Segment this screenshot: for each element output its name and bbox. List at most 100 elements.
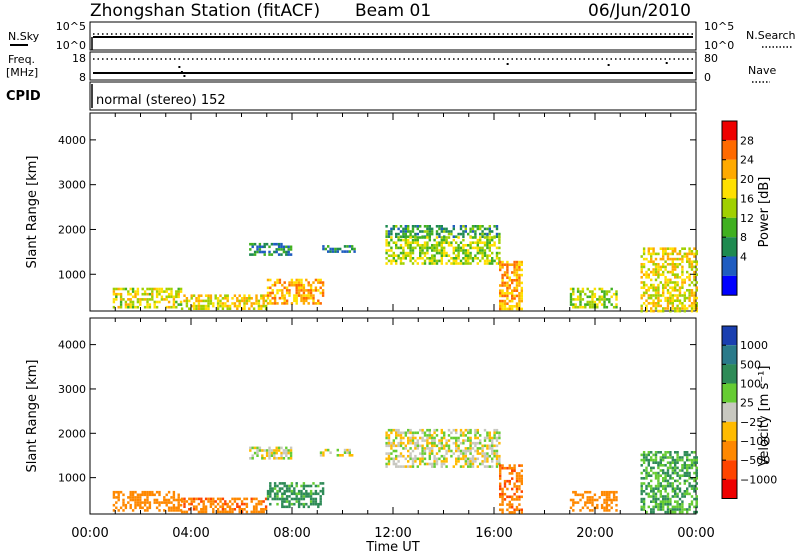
power-cell-9 [659, 294, 662, 297]
power-cell-6 [387, 259, 391, 263]
velocity-cell-5 [495, 449, 499, 453]
power-cell-2 [266, 302, 270, 305]
velocity-cell-1 [255, 510, 258, 514]
power-cell-6 [443, 236, 446, 239]
power-cell-9 [695, 273, 698, 276]
velocity-cell-0 [127, 501, 130, 504]
power-cell-6 [414, 238, 417, 242]
velocity-cell-6 [515, 485, 519, 488]
power-cell-6 [404, 254, 407, 257]
power-cell-1 [236, 304, 239, 308]
velocity-cell-0 [131, 509, 135, 512]
power-cell-5 [471, 225, 475, 228]
velocity-cell-0 [165, 498, 168, 502]
velocity-cell-5 [481, 452, 484, 455]
power-cell-7 [506, 266, 509, 269]
power-cell-1 [226, 304, 229, 308]
power-cell-0 [167, 295, 171, 299]
velocity-cell-3 [270, 451, 274, 455]
velocity-cell-5 [457, 447, 460, 450]
velocity-cell-8 [678, 510, 682, 514]
power-cell-9 [647, 250, 650, 253]
power-cell-9 [669, 286, 672, 289]
velocity-cell-5 [491, 449, 494, 453]
velocity-cell-0 [139, 501, 142, 504]
power-cell-2 [319, 302, 322, 305]
power-cell-6 [440, 259, 443, 263]
power-cell-9 [676, 283, 679, 287]
power-cell-6 [428, 246, 431, 250]
power-cell-9 [662, 247, 665, 250]
power-cell-6 [438, 259, 441, 263]
velocity-cell-6 [508, 495, 511, 499]
x-tick-label: 12:00 [374, 526, 411, 541]
power-cell-9 [640, 304, 643, 308]
power-cell-2 [290, 281, 294, 284]
power-cell-1 [248, 294, 251, 297]
power-cell-1 [190, 304, 193, 308]
velocity-cell-4 [339, 454, 342, 457]
velocity-cell-6 [513, 498, 516, 501]
power-cell-5 [483, 232, 487, 236]
power-cell-6 [457, 236, 460, 239]
nsky-tick-top: 10^5 [56, 20, 86, 33]
velocity-cell-7 [586, 496, 589, 499]
velocity-cell-5 [479, 452, 482, 455]
power-cell-0 [158, 290, 161, 293]
velocity-cell-5 [395, 462, 398, 466]
power-cell-9 [683, 296, 686, 300]
power-cell-1 [260, 297, 263, 300]
power-cell-9 [678, 263, 682, 266]
velocity-cell-4 [348, 451, 351, 454]
velocity-cell-1 [185, 510, 189, 514]
power-cell-6 [421, 244, 424, 247]
velocity-cell-5 [486, 444, 489, 448]
power-cell-1 [260, 307, 263, 310]
velocity-cell-8 [678, 456, 682, 459]
velocity-cell-5 [469, 465, 472, 468]
velocity-cell-1 [236, 502, 239, 506]
power-cell-6 [488, 262, 491, 265]
velocity-colorbar-segment [722, 364, 737, 384]
power-cell-5 [414, 225, 417, 228]
power-cell-7 [503, 305, 507, 308]
power-cell-9 [674, 294, 677, 297]
velocity-cell-5 [397, 465, 400, 468]
power-cell-7 [506, 260, 509, 264]
velocity-cell-6 [511, 495, 514, 499]
power-cell-8 [572, 287, 575, 291]
velocity-cell-1 [185, 500, 189, 503]
power-cell-5 [464, 230, 467, 233]
velocity-cell-2 [321, 489, 325, 493]
velocity-cell-5 [483, 439, 487, 442]
velocity-cell-6 [520, 482, 523, 486]
power-cell-2 [293, 299, 296, 303]
power-cell-9 [652, 252, 655, 256]
velocity-cell-3 [256, 449, 259, 452]
velocity-cell-8 [681, 505, 684, 509]
velocity-cell-5 [433, 465, 436, 468]
power-cell-1 [202, 307, 205, 310]
velocity-cell-5 [435, 452, 439, 455]
power-cell-5 [488, 232, 491, 236]
velocity-cell-5 [385, 462, 388, 466]
power-cell-0 [177, 303, 180, 306]
velocity-cell-1 [204, 508, 208, 511]
velocity-cell-6 [518, 479, 521, 483]
velocity-cell-8 [669, 466, 672, 470]
power-cell-0 [131, 303, 135, 306]
power-cell-6 [423, 254, 427, 257]
power-cell-3 [263, 253, 266, 256]
velocity-cell-8 [666, 503, 670, 506]
power-cell-1 [238, 302, 241, 305]
power-cell-2 [293, 281, 296, 284]
power-cell-0 [153, 305, 156, 309]
velocity-cell-5 [387, 452, 391, 455]
velocity-cell-7 [586, 498, 589, 502]
velocity-cell-8 [650, 490, 653, 493]
velocity-cell-5 [471, 462, 475, 466]
velocity-cell-5 [409, 447, 412, 450]
power-cell-9 [695, 252, 698, 256]
power-colorbar-segment [722, 256, 737, 276]
power-cell-9 [642, 263, 646, 266]
